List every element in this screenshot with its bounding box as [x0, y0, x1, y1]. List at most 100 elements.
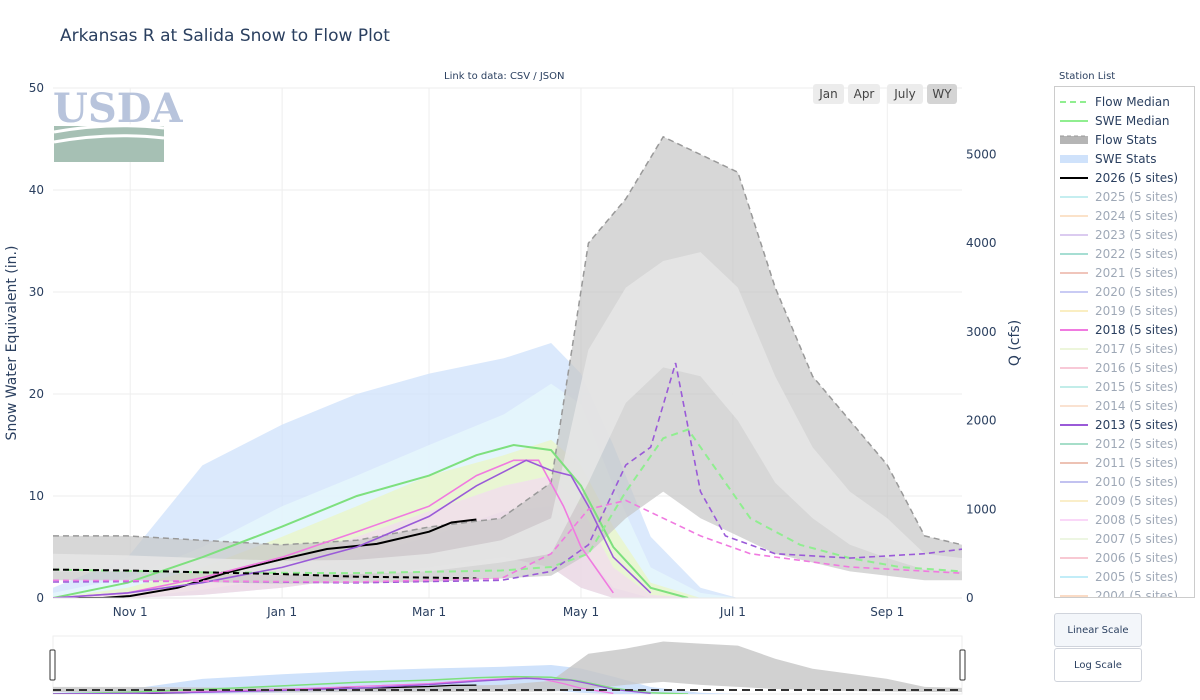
legend-swatch-icon — [1060, 214, 1088, 217]
legend-swatch-icon — [1060, 233, 1088, 236]
legend-swatch-icon — [1060, 309, 1088, 312]
legend-swatch-icon — [1060, 480, 1088, 483]
y-left-tick-label-4: 40 — [29, 183, 44, 197]
legend: Flow Median SWE Median Flow Stats SWE Stats… — [1054, 86, 1195, 598]
legend-item-2017[interactable]: 2017 (5 sites) — [1055, 339, 1194, 358]
legend-item-label: 2013 (5 sites) — [1095, 417, 1179, 432]
legend-item-label: 2008 (5 sites) — [1095, 512, 1179, 527]
legend-item-swe[interactable]: SWE Stats — [1055, 149, 1194, 168]
flow-stats-max-line — [53, 135, 962, 546]
legend-swatch-icon — [1060, 385, 1088, 388]
range-button-july[interactable]: July — [887, 84, 923, 104]
legend-item-label: 2018 (5 sites) — [1095, 322, 1179, 337]
legend-swatch-icon — [1060, 442, 1088, 445]
logo-wave-2 — [53, 134, 165, 144]
legend-swatch-icon — [1060, 461, 1088, 464]
flow-stats-outer-band — [53, 136, 962, 584]
legend-swatch-icon — [1060, 252, 1088, 255]
y-left-axis-label: Snow Water Equivalent (in.) — [4, 246, 20, 441]
usda-logo: USDA — [53, 85, 183, 162]
y-right-tick-label-3: 3000 — [966, 325, 997, 339]
legend-item-label: 2019 (5 sites) — [1095, 303, 1179, 318]
legend-swatch-icon — [1060, 518, 1088, 521]
legend-item-label: 2012 (5 sites) — [1095, 436, 1179, 451]
legend-item-2007[interactable]: 2007 (5 sites) — [1055, 529, 1194, 548]
legend-item-2005[interactable]: 2005 (5 sites) — [1055, 567, 1194, 586]
y-right-tick-label-5: 5000 — [966, 148, 997, 162]
flow-median-line — [53, 428, 962, 575]
legend-swatch-icon — [1060, 537, 1088, 540]
legend-item-flow[interactable]: Flow Stats — [1055, 130, 1194, 149]
swe-series-2026 — [53, 518, 477, 598]
flow-stats-inner-band — [53, 252, 962, 575]
legend-item-label: 2022 (5 sites) — [1095, 246, 1179, 261]
legend-item-swe[interactable]: SWE Median — [1055, 111, 1194, 130]
legend-item-2025[interactable]: 2025 (5 sites) — [1055, 187, 1194, 206]
data-link[interactable]: Link to data: CSV / JSON — [444, 71, 565, 82]
legend-item-2022[interactable]: 2022 (5 sites) — [1055, 244, 1194, 263]
legend-item-label: 2016 (5 sites) — [1095, 360, 1179, 375]
x-tick-label-4: Jul 1 — [719, 605, 746, 619]
legend-item-2019[interactable]: 2019 (5 sites) — [1055, 301, 1194, 320]
legend-item-label: 2011 (5 sites) — [1095, 455, 1179, 470]
range-button-apr[interactable]: Apr — [848, 84, 880, 104]
legend-item-2011[interactable]: 2011 (5 sites) — [1055, 453, 1194, 472]
y-left-tick-label-1: 10 — [29, 489, 44, 503]
legend-item-2016[interactable]: 2016 (5 sites) — [1055, 358, 1194, 377]
swe-series-2013 — [53, 459, 652, 598]
flow-series-2013 — [53, 362, 962, 584]
swe-series-2018 — [53, 459, 614, 598]
mini-series-2013 — [53, 677, 651, 694]
legend-item-label: SWE Median — [1095, 113, 1170, 128]
legend-swatch-icon — [1060, 119, 1088, 122]
legend-item-label: 2014 (5 sites) — [1095, 398, 1179, 413]
logo-wave-1 — [53, 124, 165, 134]
x-tick-label-3: May 1 — [563, 605, 599, 619]
legend-swatch-icon — [1060, 135, 1088, 144]
range-slider-plot — [53, 641, 962, 694]
legend-item-2023[interactable]: 2023 (5 sites) — [1055, 225, 1194, 244]
legend-item-2024[interactable]: 2024 (5 sites) — [1055, 206, 1194, 225]
legend-item-2008[interactable]: 2008 (5 sites) — [1055, 510, 1194, 529]
legend-item-2013[interactable]: 2013 (5 sites) — [1055, 415, 1194, 434]
legend-item-2006[interactable]: 2006 (5 sites) — [1055, 548, 1194, 567]
legend-swatch-icon — [1060, 154, 1088, 163]
legend-item-label: 2005 (5 sites) — [1095, 569, 1179, 584]
legend-swatch-icon — [1060, 195, 1088, 198]
legend-swatch-icon — [1060, 100, 1088, 103]
legend-item-flow[interactable]: Flow Median — [1055, 92, 1194, 111]
legend-swatch-icon — [1060, 366, 1088, 369]
legend-swatch-icon — [1060, 499, 1088, 502]
legend-item-2014[interactable]: 2014 (5 sites) — [1055, 396, 1194, 415]
legend-item-2010[interactable]: 2010 (5 sites) — [1055, 472, 1194, 491]
legend-item-label: 2007 (5 sites) — [1095, 531, 1179, 546]
legend-item-label: 2017 (5 sites) — [1095, 341, 1179, 356]
y-left-tick-label-5: 50 — [29, 81, 44, 95]
linear-scale-button[interactable]: Linear Scale — [1054, 613, 1142, 647]
range-slider-left-handle — [49, 649, 56, 681]
x-tick-label-0: Nov 1 — [113, 605, 148, 619]
legend-item-2026[interactable]: 2026 (5 sites) — [1055, 168, 1194, 187]
legend-item-2012[interactable]: 2012 (5 sites) — [1055, 434, 1194, 453]
range-button-wy[interactable]: WY — [927, 84, 957, 104]
logo-field-shape — [54, 126, 164, 162]
chart-title: Arkansas R at Salida Snow to Flow Plot — [60, 26, 390, 46]
legend-item-2018[interactable]: 2018 (5 sites) — [1055, 320, 1194, 339]
log-scale-button[interactable]: Log Scale — [1054, 648, 1142, 682]
x-tick-label-1: Jan 1 — [266, 605, 297, 619]
legend-item-label: Flow Stats — [1095, 132, 1157, 147]
legend-item-2009[interactable]: 2009 (5 sites) — [1055, 491, 1194, 510]
flow-series-2026 — [53, 568, 477, 580]
range-slider-right-handle — [959, 649, 966, 681]
range-button-jan[interactable]: Jan — [813, 84, 844, 104]
legend-swatch-icon — [1060, 556, 1088, 559]
range-slider[interactable] — [49, 635, 966, 695]
legend-item-label: 2009 (5 sites) — [1095, 493, 1179, 508]
legend-item-2015[interactable]: 2015 (5 sites) — [1055, 377, 1194, 396]
legend-item-label: 2020 (5 sites) — [1095, 284, 1179, 299]
legend-item-2004[interactable]: 2004 (5 sites) — [1055, 586, 1194, 597]
legend-item-2021[interactable]: 2021 (5 sites) — [1055, 263, 1194, 282]
legend-item-label: 2025 (5 sites) — [1095, 189, 1179, 204]
legend-item-2020[interactable]: 2020 (5 sites) — [1055, 282, 1194, 301]
